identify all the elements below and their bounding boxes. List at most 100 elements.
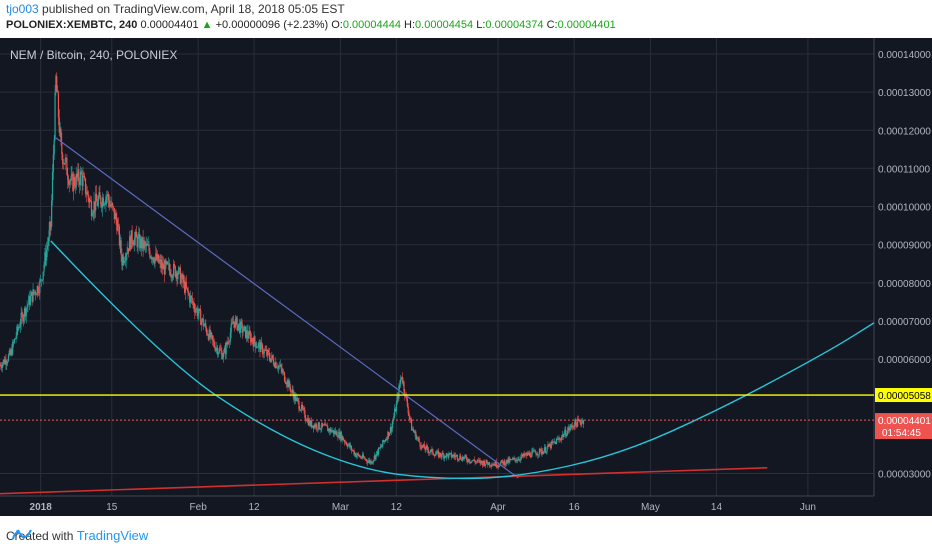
candle-body	[34, 291, 36, 294]
candle-body	[386, 438, 388, 440]
candle-body	[224, 347, 226, 355]
candle-body	[11, 349, 13, 355]
x-tick-label: Mar	[332, 502, 350, 513]
candle-body	[500, 460, 502, 463]
candle-body	[14, 338, 16, 340]
support-line	[0, 466, 768, 495]
candle-body	[173, 263, 175, 277]
candle-body	[167, 263, 170, 265]
candle-body	[125, 254, 127, 261]
candle-body	[441, 452, 443, 457]
candle-body	[51, 200, 53, 227]
candle-body	[420, 446, 422, 449]
candle-body	[564, 429, 566, 435]
candle-body	[295, 397, 298, 402]
candle-body	[1, 363, 4, 368]
candle-body	[415, 431, 417, 440]
candle-body	[563, 434, 565, 438]
candle-body	[157, 254, 159, 263]
price-chart[interactable]: 0.00014000 0.00013000 0.00012000 0.00011000…	[0, 38, 932, 516]
candle-body	[518, 459, 520, 460]
candle-body	[143, 241, 145, 249]
candle-body	[424, 448, 426, 451]
candle-body	[513, 457, 515, 459]
candle-body	[220, 349, 222, 351]
candle-body	[410, 419, 413, 431]
candle-body	[379, 446, 381, 449]
candle-body	[492, 464, 494, 466]
candle-body	[82, 175, 84, 186]
created-with-label: Created with	[6, 529, 74, 543]
candle-body	[569, 427, 571, 431]
y-tick-label: 0.00008000	[878, 279, 931, 290]
candle-body	[570, 424, 572, 428]
candle-body	[140, 238, 143, 249]
candle-body	[104, 203, 106, 205]
candle-body	[350, 445, 353, 451]
candle-body	[552, 441, 554, 443]
candle-body	[382, 440, 384, 446]
candle-body	[255, 342, 257, 348]
candle-body	[171, 275, 173, 278]
candle-body	[549, 444, 552, 449]
candle-body	[294, 394, 297, 402]
candle-body	[515, 459, 517, 462]
candle-body	[214, 346, 216, 351]
candle-body	[88, 197, 90, 203]
candle-body	[230, 323, 232, 333]
chart-area[interactable]: 0.00014000 0.00013000 0.00012000 0.00011000…	[0, 38, 932, 516]
candle-body	[530, 456, 532, 458]
candle-body	[148, 244, 150, 252]
candle-body	[426, 445, 428, 447]
candle-body	[543, 451, 545, 454]
candle-body	[458, 459, 460, 461]
candle-body	[337, 436, 339, 438]
candle-body	[290, 390, 292, 392]
candle-body	[52, 154, 54, 173]
candle-body	[181, 274, 183, 278]
candle-body	[418, 438, 420, 443]
candle-body	[529, 452, 531, 457]
candle-body	[128, 248, 130, 251]
candle-body	[131, 230, 133, 242]
candle-body	[448, 453, 450, 458]
candle-body	[145, 243, 147, 247]
candle-body	[232, 322, 234, 324]
tradingview-brand-link[interactable]: TradingView	[76, 528, 149, 543]
candle-body	[284, 381, 287, 384]
candle-body	[547, 444, 549, 448]
candle-body	[209, 329, 211, 338]
candle-body	[136, 237, 138, 248]
candle-body	[328, 428, 331, 432]
x-tick-label: 2018	[30, 502, 53, 513]
footer: Created with TradingView	[0, 518, 932, 550]
candle-body	[486, 460, 488, 464]
candle-body	[193, 302, 195, 309]
candle-body	[225, 342, 227, 355]
low-value: 0.00004374	[485, 19, 544, 31]
candle-body	[362, 454, 364, 458]
candle-body	[123, 256, 125, 263]
candle-body	[192, 302, 194, 303]
candle-body	[471, 460, 473, 463]
close-label: C:	[546, 19, 558, 31]
candle-body	[110, 204, 112, 207]
candle-body	[149, 251, 151, 258]
candle-body	[102, 197, 104, 206]
candle-body	[483, 461, 486, 466]
candle-body	[293, 394, 295, 401]
candle-body	[215, 348, 217, 351]
author-link[interactable]: tjo003	[6, 2, 39, 16]
candle-body	[248, 330, 250, 339]
candle-body	[427, 446, 429, 451]
x-tick-label: 16	[569, 502, 581, 513]
candle-body	[175, 272, 177, 277]
candle-body	[509, 459, 511, 463]
high-value: 0.00004454	[415, 19, 474, 31]
candle-body	[208, 329, 210, 340]
candle-body	[233, 321, 235, 324]
candle-body	[439, 452, 441, 456]
candle-body	[505, 459, 508, 464]
candle-body	[200, 310, 202, 325]
candle-body	[534, 450, 536, 453]
